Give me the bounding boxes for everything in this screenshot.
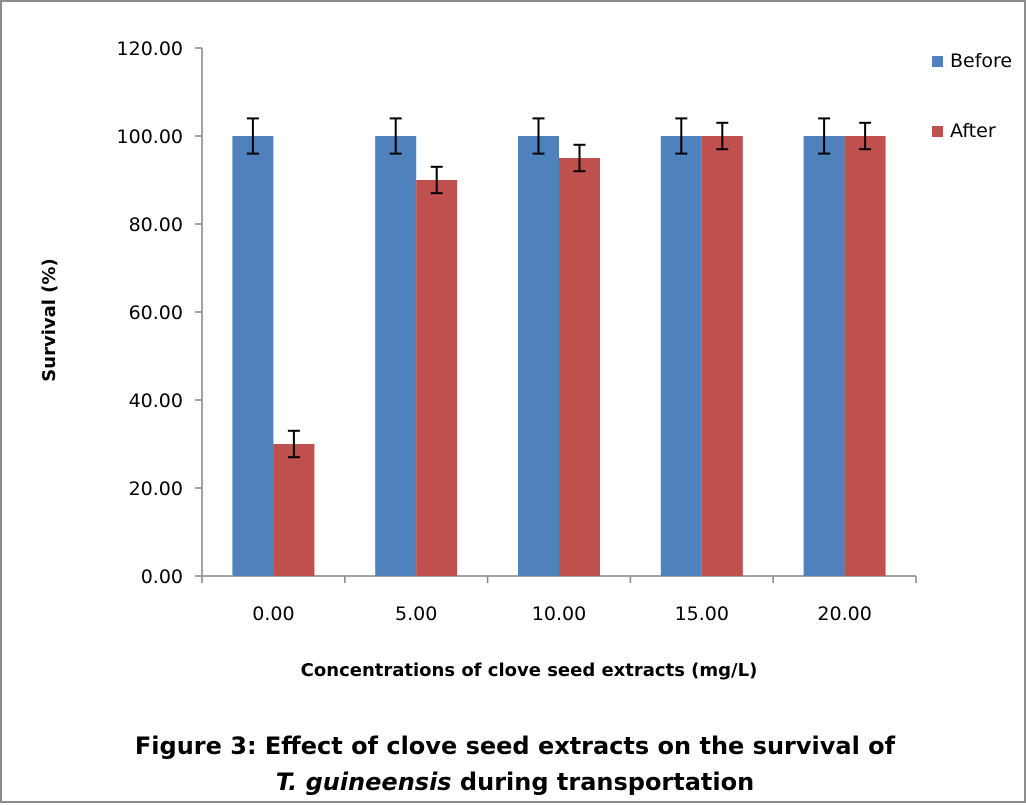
bar-after-0.00	[273, 444, 315, 576]
bar-before-5.00	[375, 136, 417, 576]
legend-label-before: Before	[950, 50, 1012, 72]
bar-after-20.00	[844, 136, 886, 576]
bar-after-15.00	[701, 136, 743, 576]
x-tick-label: 0.00	[252, 603, 294, 625]
x-axis-title: Concentrations of clove seed extracts (m…	[301, 660, 758, 681]
y-tick-label: 60.00	[129, 302, 183, 324]
bar-after-10.00	[559, 158, 600, 576]
y-tick-label: 120.00	[117, 38, 183, 60]
caption-line-1: Figure 3: Effect of clove seed extracts …	[134, 732, 896, 760]
bar-after-5.00	[416, 180, 458, 576]
x-tick-label: 20.00	[817, 603, 871, 625]
legend-swatch-after	[932, 126, 943, 137]
y-tick-label: 20.00	[129, 478, 183, 500]
legend-swatch-before	[932, 56, 943, 67]
bar-before-20.00	[803, 136, 845, 576]
y-tick-label: 40.00	[129, 390, 183, 412]
caption-line-2: T. guineensis during transportation	[2, 764, 1026, 800]
y-tick-label: 100.00	[117, 126, 183, 148]
x-tick-label: 10.00	[532, 603, 586, 625]
bar-before-0.00	[232, 136, 274, 576]
figure-caption: Figure 3: Effect of clove seed extracts …	[2, 728, 1026, 800]
caption-species-name: T. guineensis	[275, 768, 452, 796]
y-axis-title-group: Survival (%)	[39, 258, 60, 381]
bar-before-15.00	[660, 136, 702, 576]
x-tick-label: 15.00	[675, 603, 729, 625]
legend-label-after: After	[950, 120, 996, 142]
caption-line-2-rest: during transportation	[451, 768, 755, 796]
x-tick-label: 5.00	[395, 603, 437, 625]
y-tick-label: 80.00	[129, 214, 183, 236]
chart-marks: 0.00 20.00 40.00 60.00 80.00 100.00 120.00 0.00…	[117, 38, 1013, 625]
y-tick-label: 0.00	[141, 566, 183, 588]
bar-before-10.00	[518, 136, 559, 576]
y-axis-title: Survival (%)	[39, 258, 60, 381]
